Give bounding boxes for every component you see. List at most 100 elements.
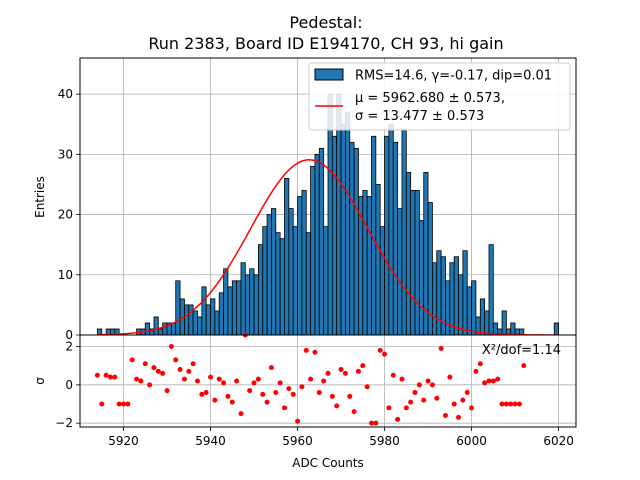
histogram-bar: [197, 316, 203, 336]
residual-point: [347, 393, 353, 399]
histogram-bar: [310, 165, 316, 336]
histogram-bar: [349, 141, 355, 336]
residual-point: [342, 370, 348, 376]
residual-point: [416, 382, 422, 388]
residual-point: [212, 397, 218, 403]
histogram-bar: [288, 208, 294, 336]
residual-point: [369, 420, 375, 426]
residual-point: [142, 361, 148, 367]
residual-point: [447, 374, 453, 380]
x-tick-label: 5920: [108, 434, 139, 448]
histogram-bar: [323, 226, 329, 336]
residual-y-tick-label: −2: [55, 416, 73, 430]
histogram-bar: [192, 310, 198, 336]
histogram-bar: [162, 322, 168, 336]
histogram-bar: [301, 190, 307, 336]
residual-point: [151, 365, 157, 371]
histogram-bar: [144, 322, 151, 336]
histogram-bar: [305, 232, 311, 336]
chart-title-line2: Run 2383, Board ID E194170, CH 93, hi ga…: [148, 34, 503, 53]
histogram-bar: [314, 153, 320, 336]
histogram-bar: [366, 196, 372, 336]
residual-y-tick-label: 2: [65, 340, 73, 354]
histogram-bar: [484, 310, 490, 336]
histogram-bar: [453, 256, 459, 336]
histogram-bar: [201, 286, 207, 336]
residual-point: [325, 370, 331, 376]
histogram-bar: [318, 147, 325, 336]
histogram-bar: [445, 280, 451, 336]
residual-point: [273, 390, 279, 395]
residual-point: [399, 376, 405, 382]
residual-point: [495, 376, 501, 382]
residual-point: [321, 378, 327, 384]
histogram-bar: [153, 316, 159, 336]
residual-point: [403, 405, 409, 411]
residual-point: [499, 401, 505, 407]
histogram-bar: [271, 208, 277, 336]
histogram-y-tick-label: 20: [58, 208, 73, 222]
residual-point: [290, 391, 296, 397]
histogram-bar: [432, 262, 438, 336]
residual-point: [442, 413, 448, 418]
histogram-bar: [466, 286, 472, 336]
legend: RMS=14.6, γ=-0.17, dip=0.01 μ = 5962.680…: [308, 62, 571, 131]
residual-y-ticks: −2 0 2: [55, 340, 80, 430]
residual-y-tick-label: 0: [65, 378, 73, 392]
histogram-bar: [436, 250, 442, 336]
histogram-bar: [553, 322, 559, 336]
histogram-bar: [227, 286, 233, 336]
residual-point: [203, 390, 209, 395]
residual-point: [382, 351, 388, 357]
histogram-bar: [384, 135, 390, 336]
histogram-bar: [392, 141, 399, 336]
histogram-y-tick-label: 0: [65, 328, 73, 342]
histogram-bar: [397, 208, 403, 336]
residual-point: [112, 374, 118, 380]
histogram-bar: [214, 310, 220, 336]
residual-point: [173, 357, 179, 363]
histogram-bar: [479, 298, 486, 336]
histogram-bar: [462, 250, 468, 336]
residual-point: [177, 367, 183, 372]
residual-point: [260, 391, 266, 397]
residual-point: [103, 372, 109, 378]
residual-point: [194, 378, 200, 384]
histogram-bar: [231, 280, 238, 336]
x-tick-label: 5940: [195, 434, 226, 448]
residual-point: [395, 416, 401, 422]
histogram-bar: [249, 268, 255, 336]
legend-fit-label-sigma: σ = 13.477 ± 0.573: [355, 109, 484, 124]
residual-point: [251, 380, 257, 386]
histogram-bar: [340, 123, 346, 336]
histogram-bar: [414, 190, 420, 336]
residual-point: [338, 367, 344, 372]
histogram-bar: [223, 268, 229, 336]
residual-point: [312, 349, 318, 355]
residual-point: [234, 378, 240, 384]
histogram-bar: [236, 280, 242, 336]
residual-grid: [80, 335, 576, 427]
histogram-y-tick-label: 40: [58, 87, 73, 101]
residual-point: [155, 368, 161, 374]
residual-point: [364, 384, 370, 390]
residual-point: [351, 409, 357, 415]
histogram-bar: [418, 220, 425, 336]
residual-x-ticks: 5920 5940 5960 5980 6000 6020: [108, 427, 574, 448]
histogram-bar: [345, 111, 351, 336]
residual-point: [216, 376, 222, 382]
histogram-bar: [501, 310, 507, 336]
residual-point: [390, 372, 396, 378]
residual-point: [99, 401, 105, 407]
legend-box: [308, 62, 571, 131]
residual-point: [247, 388, 253, 394]
residual-y-label: σ: [33, 377, 47, 385]
residual-point: [221, 380, 227, 386]
residual-point: [329, 393, 335, 399]
histogram-bar: [175, 280, 181, 336]
histogram-bars: [97, 93, 559, 336]
residual-point: [160, 370, 166, 376]
histogram-bar: [170, 322, 177, 336]
residual-point: [386, 405, 392, 411]
